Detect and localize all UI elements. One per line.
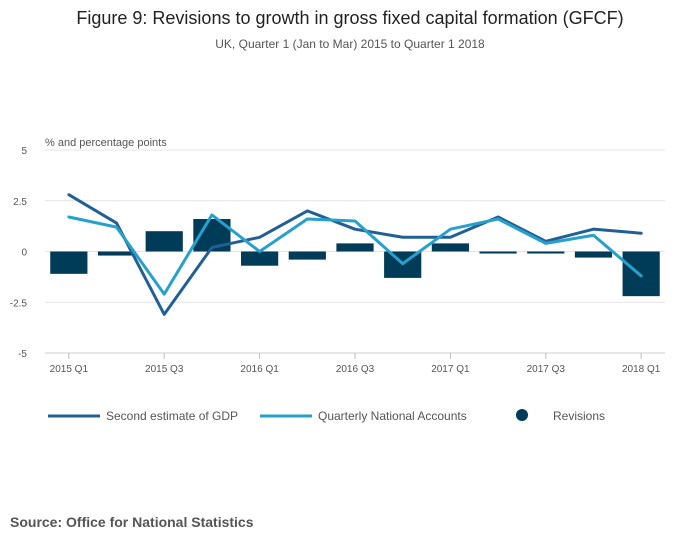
- bar-revisions: [479, 251, 517, 254]
- chart-subtitle: UK, Quarter 1 (Jan to Mar) 2015 to Quart…: [215, 37, 485, 51]
- line-quarterly-national-accounts: [67, 213, 643, 296]
- bar-revisions: [336, 243, 374, 252]
- bar-revisions: [288, 251, 326, 260]
- bar-revisions: [574, 251, 613, 258]
- bar-revisions: [527, 251, 565, 254]
- source-note: Source: Office for National Statistics: [10, 514, 254, 530]
- legend-label-quarterly-national-accounts: Quarterly National Accounts: [318, 409, 467, 423]
- x-tick-label: 2018 Q1: [622, 364, 661, 375]
- y-tick-label: -5: [18, 349, 27, 360]
- y-tick-label: -2.5: [10, 298, 28, 309]
- x-tick-label: 2016 Q3: [336, 364, 375, 375]
- legend-label-revisions: Revisions: [553, 409, 605, 423]
- x-tick-label: 2016 Q1: [240, 364, 279, 375]
- y-axis-label: % and percentage points: [45, 137, 167, 149]
- y-tick-label: 0: [21, 248, 27, 259]
- bar-revisions: [622, 251, 660, 297]
- bar-revisions: [241, 251, 279, 266]
- bar-revisions: [50, 251, 88, 274]
- legend-swatch-revisions: [516, 409, 528, 421]
- bar-revisions: [145, 231, 183, 252]
- x-tick-label: 2015 Q3: [145, 364, 184, 375]
- x-tick-label: 2015 Q1: [50, 364, 89, 375]
- bar-revisions: [431, 243, 469, 252]
- legend-label-second-estimate-gdp: Second estimate of GDP: [106, 409, 238, 423]
- x-tick-label: 2017 Q3: [527, 364, 566, 375]
- x-tick-label: 2017 Q1: [431, 364, 470, 375]
- bar-revisions: [97, 251, 136, 256]
- y-tick-label: 5: [21, 146, 27, 157]
- line-second-estimate-gdp: [67, 193, 643, 316]
- chart-title: Figure 9: Revisions to growth in gross f…: [76, 8, 624, 28]
- y-tick-label: 2.5: [13, 197, 27, 208]
